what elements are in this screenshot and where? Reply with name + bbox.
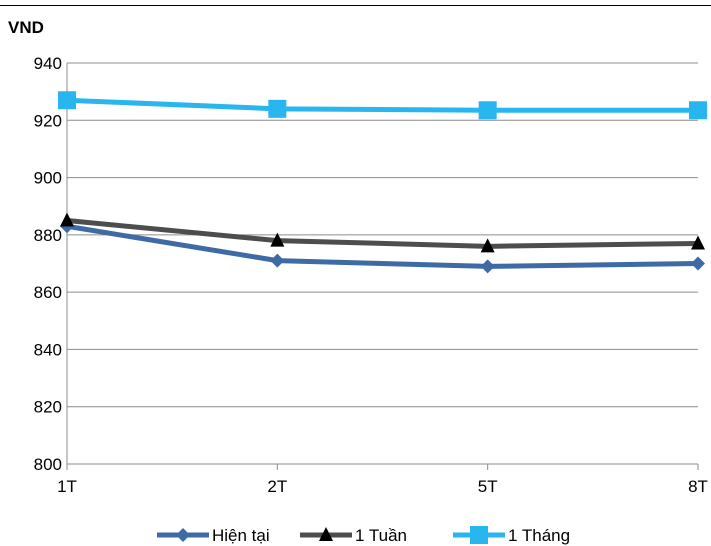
x-tick-label: 1T [57,477,77,496]
y-tick-label: 900 [34,169,62,188]
y-tick-label: 880 [34,226,62,245]
x-tick-label: 2T [267,477,287,496]
y-tick-label: 940 [34,54,62,73]
data-point-2 [480,238,495,253]
data-point-3 [478,101,497,120]
top-rule [0,5,711,6]
data-point-3 [689,101,707,120]
legend-marker-2 [319,527,333,541]
legend-marker-3 [470,526,488,544]
data-point-3 [268,99,287,118]
data-point-3 [58,91,76,110]
data-point-1 [691,256,705,271]
legend-label-3: 1 Tháng [508,526,570,545]
y-tick-label: 820 [34,398,62,417]
legend-label-2: 1 Tuần [355,526,407,545]
legend-label-1: Hiện tại [212,526,270,545]
y-tick-label: 920 [34,111,62,130]
y-tick-label: 800 [34,455,62,474]
y-tick-label: 860 [34,283,62,302]
data-point-2 [691,235,705,250]
data-point-2 [270,232,285,247]
x-tick-label: 5T [478,477,498,496]
legend-marker-1 [176,528,190,542]
x-tick-label: 8T [688,477,708,496]
data-point-2 [60,212,74,227]
series-line-2 [64,218,701,249]
y-unit-label: VND [8,18,44,37]
series-line-3 [64,97,701,113]
data-point-1 [270,253,285,268]
series-line-1 [64,223,701,269]
data-point-1 [480,259,495,274]
y-tick-label: 840 [34,340,62,359]
